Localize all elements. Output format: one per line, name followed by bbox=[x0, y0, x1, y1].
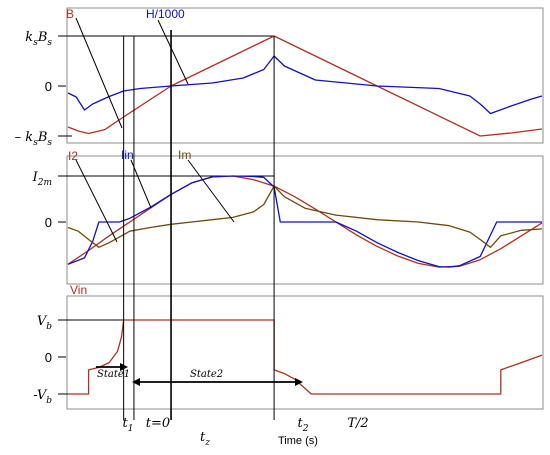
y-tick-label: Vb bbox=[37, 314, 52, 332]
leader-line-B bbox=[75, 17, 123, 129]
series-line-b bbox=[67, 35, 543, 137]
time-marker-label-t0: t=0 bbox=[146, 416, 170, 431]
leader-line-Im bbox=[187, 159, 235, 223]
y-tick-label: 0 bbox=[45, 215, 52, 230]
state2-label: State2 bbox=[190, 369, 223, 380]
state1-arrowhead bbox=[120, 363, 128, 371]
series-label-I2: I2 bbox=[68, 149, 78, 163]
voltage-panel-frame bbox=[66, 295, 544, 410]
y-tick-label: I2m bbox=[32, 170, 52, 188]
y-tick-label: – ksBs bbox=[15, 130, 53, 148]
state2-arrowhead-right bbox=[295, 378, 303, 386]
flux-panel bbox=[58, 35, 543, 137]
state1-label: State1 bbox=[97, 369, 130, 380]
series-label-Vin: Vin bbox=[70, 283, 87, 297]
time-marker-label-tz: tz bbox=[200, 430, 210, 448]
y-tick-label: -Vb bbox=[33, 388, 52, 406]
series-line-iin bbox=[67, 175, 542, 268]
state2-arrowhead-left bbox=[132, 378, 140, 386]
current-panel-frame bbox=[66, 155, 544, 285]
leader-lines bbox=[75, 17, 235, 243]
series-line-i2 bbox=[67, 175, 543, 268]
x-axis-label: Time (s) bbox=[278, 435, 318, 447]
y-tick-label: 0 bbox=[45, 350, 52, 365]
y-tick-label: 0 bbox=[45, 79, 52, 94]
y-tick-label: ksBs bbox=[25, 30, 52, 48]
time-marker-label-t2: t2 bbox=[298, 416, 309, 434]
series-line-im bbox=[67, 185, 543, 248]
leader-line-H bbox=[157, 19, 189, 85]
time-marker-labels: t1 t=0 tz t2 T/2 bbox=[123, 416, 369, 448]
current-panel bbox=[58, 175, 543, 268]
series-label-H: H/1000 bbox=[146, 7, 185, 21]
state-annotations bbox=[96, 363, 303, 386]
flux-panel-frame bbox=[66, 7, 544, 144]
leader-line-Iin bbox=[130, 159, 152, 209]
series-label-B: B bbox=[66, 7, 74, 21]
y-tick-labels: ksBs 0 – ksBs I2m 0 Vb 0 -Vb bbox=[15, 30, 53, 406]
time-marker-lines bbox=[123, 30, 275, 420]
series-line-h1000 bbox=[67, 55, 543, 115]
time-marker-label-thalf: T/2 bbox=[347, 416, 368, 431]
series-label-Iin: Iin bbox=[121, 148, 134, 162]
time-marker-label-t1: t1 bbox=[123, 416, 134, 434]
series-label-Im: Im bbox=[178, 148, 191, 162]
leader-line-I2 bbox=[75, 159, 118, 243]
